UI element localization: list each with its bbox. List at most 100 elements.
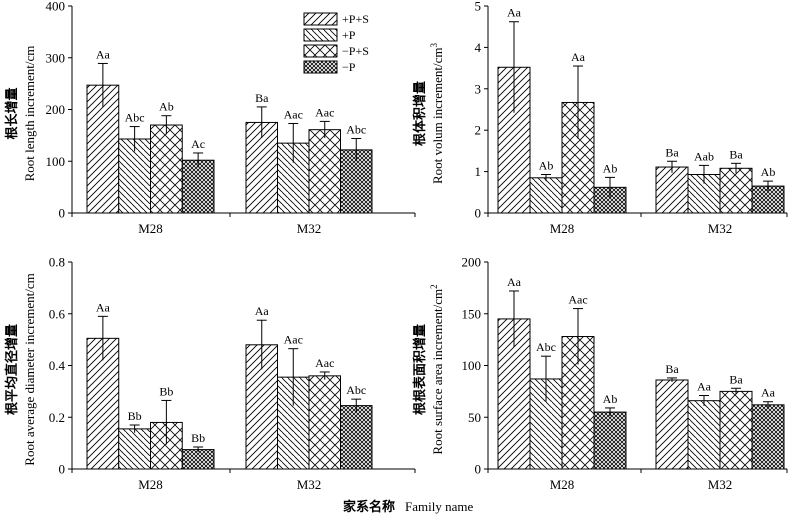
significance-label: Ab [159,100,174,114]
y-tick-label: 0 [475,462,482,477]
y-axis-label: Root average diameter increment/cm [22,273,37,465]
significance-label: Bb [191,431,205,445]
significance-label: Aa [697,380,712,394]
y-tick-label: 300 [46,50,66,65]
legend-label: +P+S [342,12,369,26]
significance-label: Ba [665,362,679,376]
y-tick-label: 0.6 [49,306,66,321]
y-tick-label: 2 [475,123,482,138]
x-category-label: M28 [138,477,163,492]
x-category-label: M32 [297,477,322,492]
bar-m28-series-3 [150,124,183,214]
significance-label: Aac [315,105,334,119]
y-axis-label-cn: 根平均直径增量 [4,324,20,415]
bar-m32-series-3 [308,129,341,214]
y-tick-label: 0 [59,206,66,221]
legend-swatch [303,12,338,26]
significance-label: Ab [603,392,618,406]
bar-m32-series-3 [719,167,753,214]
legend: +P+S +P −P+S −P [303,12,369,74]
x-category-label: M32 [297,221,322,236]
x-category-label: M28 [550,221,575,236]
chart-panel-1: 0 100 200 300 400 根长增量 Root length increment/c… [4,0,416,236]
significance-label: Aa [255,304,270,318]
significance-label: Aac [284,107,303,121]
significance-label: Aa [96,300,111,314]
bar-m28-series-2 [529,177,563,214]
significance-label: Ba [729,372,743,386]
y-axis-label: Root volum increment/cm3 [429,43,445,184]
bar-m32-series-4 [751,404,785,470]
significance-label: Aac [284,333,303,347]
significance-label: Ba [255,91,269,105]
significance-label: Aa [761,386,776,400]
bar-m32-series-4 [340,405,373,470]
legend-label: −P [342,60,356,74]
significance-label: Aac [568,293,587,307]
y-tick-label: 200 [462,255,482,270]
legend-label: +P [342,28,356,42]
y-axis-label-cn: 根根表面积增量 [412,324,428,415]
y-tick-label: 100 [462,358,482,373]
significance-label: Ac [191,137,205,151]
significance-label: Aac [315,356,334,370]
significance-label: Aab [694,149,714,163]
bar-m28-series-1 [497,66,531,214]
bar-m28-series-2 [118,428,151,470]
significance-label: Ba [665,145,679,159]
significance-label: Ab [539,158,554,172]
significance-label: Abc [536,340,556,354]
x-category-label: M32 [708,477,733,492]
chart-panel-3: 0 0.2 0.4 0.6 0.8 根平均直径增量 Root average diamete… [4,255,416,492]
significance-label: Bb [128,409,142,423]
significance-label: Aa [96,47,111,61]
y-axis-label-cn: 根长增量 [4,87,20,139]
y-tick-label: 0.8 [49,255,65,270]
legend-label: −P+S [342,44,369,58]
y-tick-label: 150 [462,306,482,321]
significance-label: Aa [571,50,586,64]
y-tick-label: 400 [46,0,66,14]
y-axis-label-cn: 根体积增量 [412,81,428,146]
significance-label: Abc [346,383,366,397]
bar-m32-series-1 [655,379,689,470]
y-axis-label: Root length increment/cm [22,46,37,182]
y-tick-label: 50 [468,410,481,425]
chart-panel-2: 0 1 2 3 4 5 根体积增量 Root volum increment/cm3 M28 M3… [412,0,788,236]
x-category-label: M32 [708,221,733,236]
significance-label: Aa [507,275,522,289]
y-tick-label: 200 [46,102,66,117]
significance-label: Ab [603,161,618,175]
bar-m32-series-3 [719,390,753,470]
x-axis-title-en: Family name [405,499,473,514]
x-category-label: M28 [138,221,163,236]
chart-panel-4: 0 50 100 150 200 根根表面积增量 Root surface area inc… [412,255,788,492]
bar-m32-series-1 [655,166,689,214]
x-axis-title-cn: 家系名称 [343,499,395,515]
x-category-label: M28 [550,477,575,492]
bar-m32-series-2 [687,400,721,470]
significance-label: Abc [125,111,145,125]
bar-m28-series-1 [86,337,120,470]
significance-label: Aa [507,6,522,20]
y-tick-label: 0.2 [49,410,65,425]
legend-swatch [303,44,338,58]
y-tick-label: 100 [46,154,66,169]
bar-m28-series-4 [181,159,215,214]
y-tick-label: 1 [475,164,482,179]
legend-swatch [303,60,338,74]
bar-m28-series-4 [181,449,215,470]
bar-m28-series-4 [593,411,627,470]
y-tick-label: 0 [475,206,482,221]
significance-label: Bb [159,384,173,398]
y-tick-label: 4 [475,40,482,55]
y-tick-label: 0 [59,462,66,477]
y-tick-label: 5 [475,0,482,14]
significance-label: Ba [729,147,743,161]
significance-label: Abc [346,122,366,136]
significance-label: Ab [761,165,776,179]
y-tick-label: 3 [475,81,482,96]
y-tick-label: 0.4 [49,358,66,373]
bar-m32-series-3 [308,375,341,470]
